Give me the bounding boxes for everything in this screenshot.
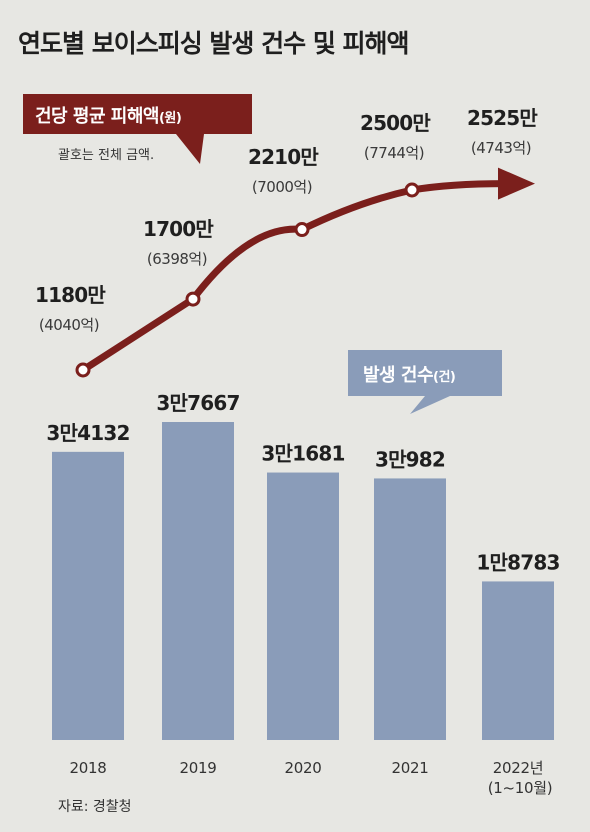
- line-value-label: 1180만: [35, 283, 106, 307]
- bar-2018: [52, 451, 124, 740]
- x-tick-label: 2020: [285, 759, 322, 777]
- labels-layer: 3만4132 2018 3만7667 2019 3만1681 2020 3만982 2021 1…: [35, 106, 560, 797]
- source-note: 자료: 경찰청: [58, 799, 132, 815]
- avg-damage-line: [79, 180, 509, 374]
- x-tick-label: 2021: [392, 759, 429, 777]
- incident-count-callout-box: [348, 350, 502, 414]
- avg-damage-note: 괄호는 전체 금액.: [58, 148, 154, 163]
- avg-damage-callout-unit: (원): [159, 111, 181, 126]
- avg-damage-callout-box: [23, 94, 252, 164]
- incident-count-callout-title: 발생 건수: [363, 365, 433, 386]
- x-tick-label: 2019: [180, 759, 217, 777]
- incident-count-callout-unit: (건): [433, 369, 455, 385]
- avg-damage-callout-label: 건당 평균 피해액(원): [35, 106, 181, 127]
- line-value-label: 1700만: [143, 217, 214, 241]
- line-value-label: 2500만: [360, 111, 431, 135]
- line-total-label: (6398억): [147, 250, 207, 268]
- bar-2021: [374, 478, 446, 740]
- line-total-label: (4040억): [39, 316, 99, 334]
- bar-2019: [162, 422, 234, 740]
- x-tick-sublabel: (1~10월): [488, 779, 553, 797]
- line-point: [185, 291, 201, 307]
- line-point: [75, 362, 91, 378]
- avg-damage-callout-title: 건당 평균 피해액: [35, 106, 159, 127]
- bar-value-label: 3만982: [375, 447, 445, 471]
- line-layer: [75, 167, 535, 378]
- bar-2022년: [482, 581, 554, 740]
- bar-value-label: 3만4132: [46, 421, 129, 445]
- line-arrowhead: [498, 167, 535, 200]
- bar-value-label: 1만8783: [476, 550, 559, 574]
- bars-layer: [52, 422, 554, 740]
- x-tick-label: 2022년: [493, 759, 543, 777]
- line-point: [294, 222, 310, 238]
- line-value-label: 2210만: [248, 145, 319, 169]
- line-total-label: (4743억): [471, 139, 531, 157]
- line-total-label: (7000억): [252, 178, 312, 196]
- line-point: [404, 182, 420, 198]
- bar-2020: [267, 472, 339, 740]
- line-total-label: (7744억): [364, 144, 424, 162]
- callouts-layer: 건당 평균 피해액(원) 괄호는 전체 금액. 발생 건수(건): [23, 94, 502, 414]
- bar-value-label: 3만1681: [261, 442, 344, 466]
- line-value-label: 2525만: [467, 106, 538, 130]
- x-tick-label: 2018: [70, 759, 107, 777]
- bar-value-label: 3만7667: [156, 391, 239, 415]
- chart-title: 연도별 보이스피싱 발생 건수 및 피해액: [18, 29, 410, 58]
- incident-count-callout-label: 발생 건수(건): [363, 365, 455, 386]
